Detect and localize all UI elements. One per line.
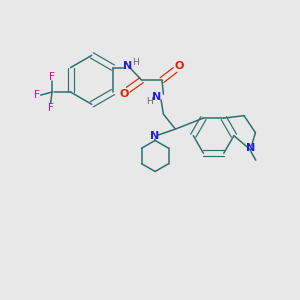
Text: O: O bbox=[120, 88, 129, 99]
Text: N: N bbox=[123, 61, 133, 71]
Text: F: F bbox=[34, 90, 40, 100]
Text: F: F bbox=[48, 103, 53, 112]
Text: H: H bbox=[146, 97, 152, 106]
Text: H: H bbox=[132, 58, 138, 67]
Text: O: O bbox=[174, 61, 184, 71]
Text: N: N bbox=[151, 131, 160, 141]
Text: N: N bbox=[246, 143, 255, 153]
Text: F: F bbox=[49, 71, 55, 82]
Text: N: N bbox=[152, 92, 161, 102]
